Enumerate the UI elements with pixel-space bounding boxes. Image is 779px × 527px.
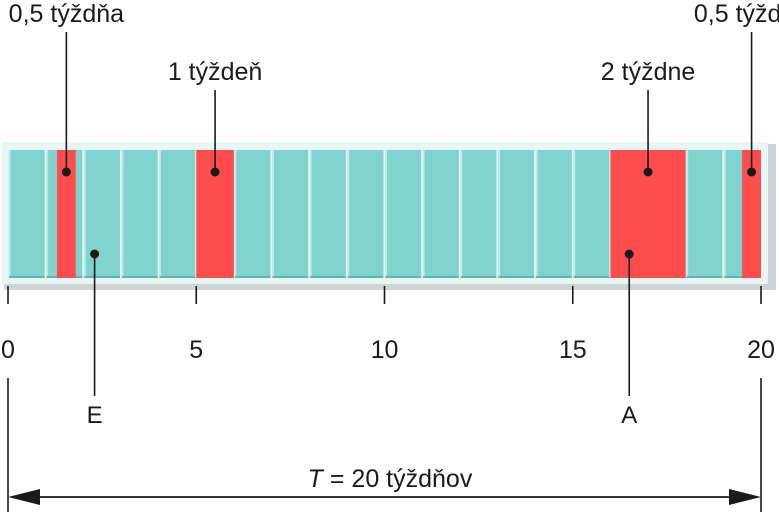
week-segment <box>573 150 610 278</box>
week-segment <box>310 150 346 278</box>
week-segment <box>423 150 459 278</box>
timeline-bar <box>2 142 776 290</box>
axis-tick-label: 10 <box>371 336 399 364</box>
axis-tick-label: 20 <box>747 336 775 364</box>
duration-span: T = 20 týždňov <box>7 378 762 512</box>
arrowhead-left-icon <box>8 489 40 505</box>
week-segment <box>272 150 309 278</box>
duration-label: T = 20 týždňov <box>308 465 473 493</box>
absence-marker-dot <box>747 167 757 177</box>
duration-value: = 20 týždňov <box>323 465 473 493</box>
point-label: E <box>87 402 103 429</box>
absence-label: 1 týždeň <box>168 58 263 86</box>
week-segment <box>84 150 120 278</box>
absence-block <box>56 150 76 278</box>
axis: 0 5 10 15 20 <box>1 286 775 364</box>
absence-marker-dot <box>61 167 71 177</box>
absence-block <box>742 150 761 278</box>
absence-label: 0,5 týždňa <box>694 0 779 28</box>
absence-marker-dot <box>210 167 220 177</box>
axis-tick-label: 15 <box>559 336 587 364</box>
absence-label: 0,5 týždňa <box>9 0 124 28</box>
week-segment <box>121 150 158 278</box>
week-segment <box>460 150 497 278</box>
week-segment <box>536 150 572 278</box>
arrowhead-right-icon <box>729 489 761 505</box>
axis-tick-label: 0 <box>1 336 15 364</box>
point-label: A <box>621 402 637 429</box>
duration-symbol: T <box>308 465 325 493</box>
week-segment <box>347 150 384 278</box>
week-segment <box>385 150 422 278</box>
week-segment <box>498 150 535 278</box>
week-segment <box>159 150 196 278</box>
annotations: 0,5 týždňa 1 týždeň 2 týždne 0,5 týždňa E A <box>9 0 779 429</box>
axis-tick-label: 5 <box>189 336 203 364</box>
absence-marker-dot <box>643 167 653 177</box>
week-segment <box>234 150 271 278</box>
week-segment <box>686 150 723 278</box>
absence-label: 2 týždne <box>601 58 696 86</box>
week-segment <box>9 150 45 278</box>
